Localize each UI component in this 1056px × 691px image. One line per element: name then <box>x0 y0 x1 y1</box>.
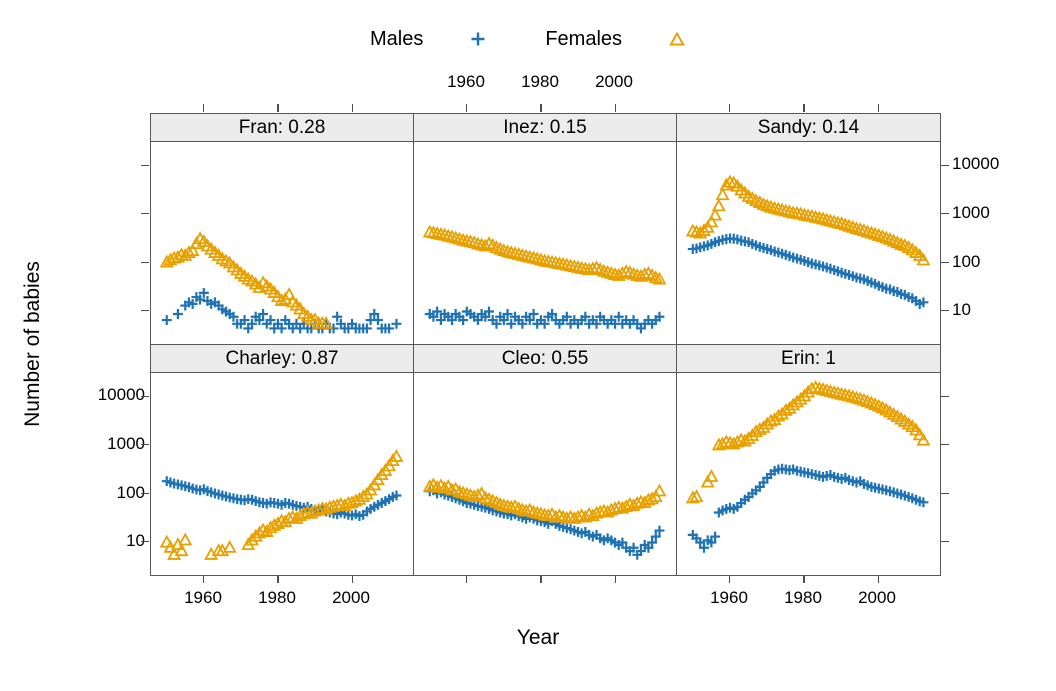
tick-mark <box>141 395 149 397</box>
tick-mark <box>141 310 149 312</box>
y-tick-label: 10000 <box>97 385 145 404</box>
tick-mark <box>941 261 949 263</box>
x-tick-label: 1980 <box>784 588 822 607</box>
tick-mark <box>941 213 949 215</box>
top-x-axis-labels: 1960 1980 2000 <box>413 72 676 94</box>
x-tick-label: 1980 <box>258 588 296 607</box>
y-tick-label: 1000 <box>107 434 145 453</box>
tick-mark <box>203 575 205 583</box>
panel-strip-fran: Fran: 0.28 <box>151 114 413 142</box>
tick-mark <box>729 104 731 112</box>
x-tick-label: 1960 <box>184 588 222 607</box>
tick-mark <box>803 575 805 583</box>
x-tick-label: 1960 <box>447 72 485 91</box>
panel-fran-plot <box>159 231 402 334</box>
panel-inez: Inez: 0.15 <box>413 113 677 345</box>
panel-strip-inez: Inez: 0.15 <box>414 114 676 142</box>
x-tick-label: 2000 <box>332 588 370 607</box>
legend-label-females: Females <box>545 27 623 50</box>
y-axis-title: Number of babies <box>21 261 44 427</box>
panel-inez-plot <box>422 224 667 334</box>
x-axis-title: Year <box>516 626 560 649</box>
panel-fran: Fran: 0.28 <box>150 113 414 345</box>
tick-mark <box>941 541 949 543</box>
tick-mark <box>941 444 949 446</box>
bottom-x-axis-labels: 1960 1980 2000 <box>150 588 413 610</box>
legend: Males Females <box>0 24 1056 54</box>
panel-sandy: Sandy: 0.14 <box>676 113 941 345</box>
tick-mark <box>141 492 149 494</box>
panel-erin: Erin: 1 <box>676 344 941 576</box>
tick-mark <box>941 164 949 166</box>
y-tick-label: 100 <box>116 483 145 502</box>
y-tick-label: 100 <box>952 252 981 271</box>
tick-mark <box>141 213 149 215</box>
triangle-icon <box>669 31 685 46</box>
tick-mark <box>141 541 149 543</box>
panel-charley-plot <box>159 448 404 560</box>
tick-mark <box>466 575 468 583</box>
tick-mark <box>351 104 353 112</box>
legend-label-males: Males <box>369 27 424 50</box>
panel-charley: Charley: 0.87 <box>150 344 414 576</box>
panel-strip-charley: Charley: 0.87 <box>151 345 413 373</box>
panel-strip-sandy: Sandy: 0.14 <box>677 114 940 142</box>
tick-mark <box>729 575 731 583</box>
tick-mark <box>941 492 949 494</box>
tick-mark <box>877 575 879 583</box>
y-tick-label: 10 <box>952 300 971 319</box>
tick-mark <box>203 104 205 112</box>
panel-strip-erin: Erin: 1 <box>677 345 940 373</box>
x-tick-label: 2000 <box>858 588 896 607</box>
tick-mark <box>614 575 616 583</box>
tick-mark <box>351 575 353 583</box>
panel-cleo-plot <box>422 477 667 560</box>
tick-mark <box>277 104 279 112</box>
panel-erin-plot <box>685 380 931 553</box>
y-tick-label: 10000 <box>952 154 1000 173</box>
tick-mark <box>141 164 149 166</box>
tick-mark <box>614 104 616 112</box>
x-tick-label: 2000 <box>595 72 633 91</box>
panel-sandy-plot <box>685 174 931 309</box>
tick-mark <box>277 575 279 583</box>
tick-mark <box>540 575 542 583</box>
x-tick-label: 1980 <box>521 72 559 91</box>
y-tick-label: 1000 <box>952 203 990 222</box>
tick-mark <box>803 104 805 112</box>
tick-mark <box>877 104 879 112</box>
bottom-x-axis-labels: 1960 1980 2000 <box>676 588 939 610</box>
tick-mark <box>141 444 149 446</box>
tick-mark <box>540 104 542 112</box>
panel-strip-cleo: Cleo: 0.55 <box>414 345 676 373</box>
x-tick-label: 1960 <box>710 588 748 607</box>
panel-cleo: Cleo: 0.55 <box>413 344 677 576</box>
tick-mark <box>941 310 949 312</box>
tick-mark <box>466 104 468 112</box>
tick-mark <box>941 395 949 397</box>
tick-mark <box>141 261 149 263</box>
plus-icon <box>471 32 485 46</box>
y-tick-label: 10 <box>126 531 145 550</box>
